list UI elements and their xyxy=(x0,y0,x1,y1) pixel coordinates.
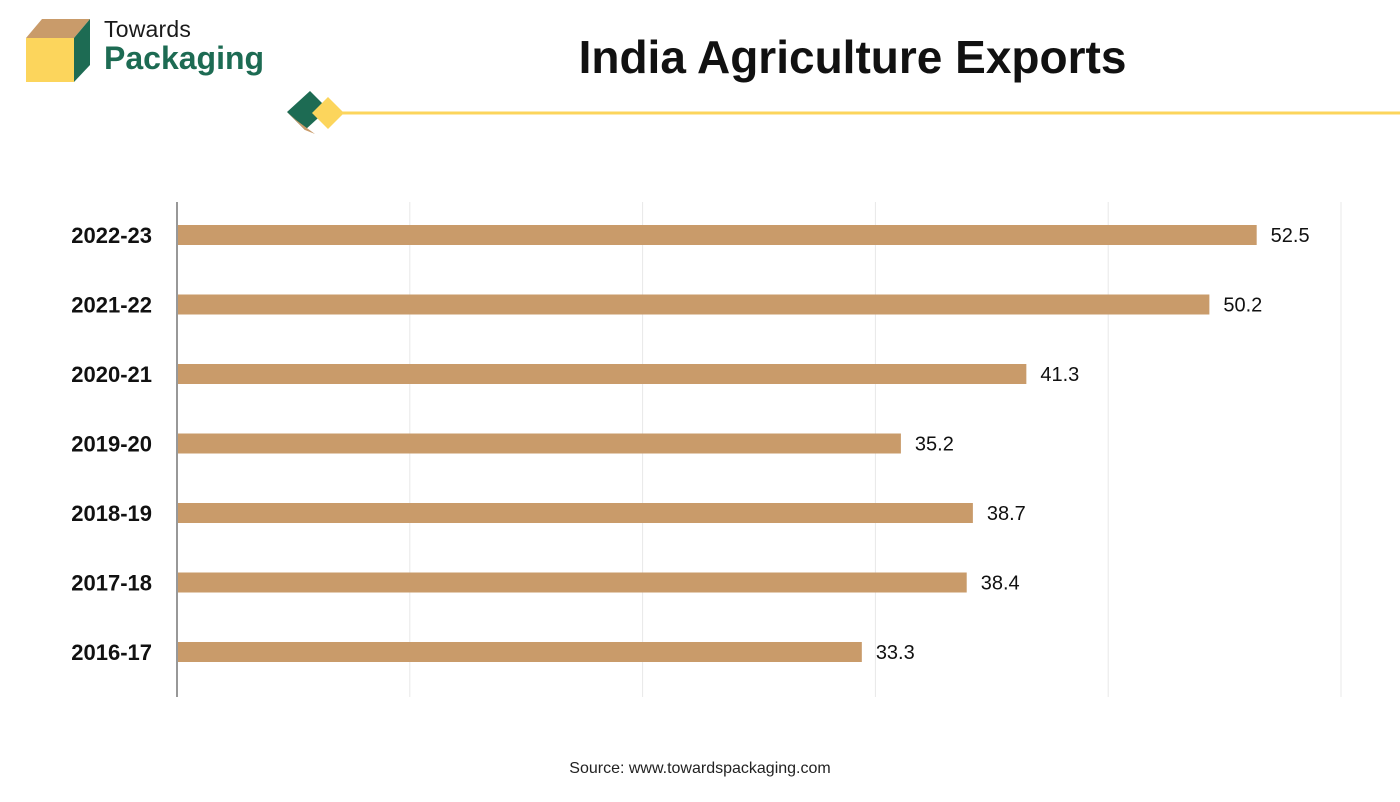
value-label: 35.2 xyxy=(915,434,954,456)
chart-title: India Agriculture Exports xyxy=(578,31,1127,83)
brand-name-line2: Packaging xyxy=(104,40,265,76)
bar-2021-22 xyxy=(178,294,1210,315)
category-label: 2019-20 xyxy=(71,432,152,457)
value-label: 38.7 xyxy=(987,503,1026,525)
value-label: 38.4 xyxy=(981,573,1020,595)
category-label: 2020-21 xyxy=(71,362,152,387)
brand-logo: Towards Packaging xyxy=(26,16,286,86)
decorative-divider xyxy=(287,91,1400,134)
bar-2022-23 xyxy=(178,225,1257,245)
brand-name-line1: Towards xyxy=(104,16,192,42)
labels: 2022-23 52.5 2021-22 50.2 2020-21 41.3 2019-20… xyxy=(71,223,1309,665)
category-label: 2018-19 xyxy=(71,501,152,526)
bars xyxy=(178,225,1257,662)
category-label: 2017-18 xyxy=(71,571,152,596)
diamond-green-icon xyxy=(287,91,328,130)
category-label: 2016-17 xyxy=(71,640,152,665)
value-label: 50.2 xyxy=(1223,295,1262,317)
bar-2019-20 xyxy=(178,433,901,454)
value-label: 52.5 xyxy=(1271,225,1310,247)
category-label: 2022-23 xyxy=(71,223,152,248)
bar-2017-18 xyxy=(178,572,967,593)
value-label: 41.3 xyxy=(1040,364,1079,386)
bar-2016-17 xyxy=(178,642,862,662)
bar-2018-19 xyxy=(178,503,973,523)
diamond-yellow-icon xyxy=(312,97,344,129)
category-label: 2021-22 xyxy=(71,293,152,318)
bar-2020-21 xyxy=(178,364,1027,384)
value-label: 33.3 xyxy=(876,642,915,664)
box-logo-icon xyxy=(26,19,90,82)
source-note: Source: www.towardspackaging.com xyxy=(569,760,831,777)
